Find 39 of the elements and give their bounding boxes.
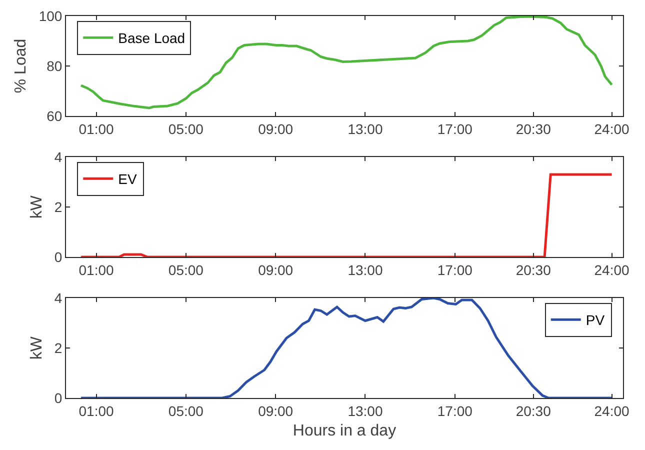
- x-tick-label: 05:00: [168, 402, 204, 419]
- y-tick-label: 60: [46, 108, 62, 124]
- x-tick-label: 13:00: [348, 402, 383, 419]
- x-tick-label: 17:00: [437, 402, 473, 419]
- y-axis-title: % Load: [12, 38, 30, 94]
- x-tick-label: 05:00: [168, 262, 204, 278]
- x-tick-label: 24:00: [594, 402, 630, 419]
- x-tick-label: 24:00: [594, 120, 630, 137]
- y-axis-title: kW: [28, 194, 46, 219]
- x-tick-label: 17:00: [437, 120, 473, 137]
- x-tick-label: 24:00: [594, 262, 630, 278]
- x-tick-label: 01:00: [78, 262, 114, 278]
- line-series: [80, 16, 614, 110]
- x-axis-title: Hours in a day: [292, 422, 396, 440]
- x-tick-label: 20:30: [516, 402, 552, 419]
- y-tick-label: 2: [54, 198, 62, 215]
- y-tick-label: 4: [54, 148, 62, 165]
- y-tick-label: 4: [54, 290, 62, 306]
- x-tick-label: 09:00: [258, 262, 294, 278]
- x-tick-label: 13:00: [348, 120, 383, 137]
- x-tick-label: 20:30: [516, 262, 552, 278]
- legend-label: Base Load: [118, 30, 186, 46]
- x-tick-label: 01:00: [78, 402, 114, 419]
- x-tick-label: 05:00: [168, 120, 204, 137]
- y-tick-label: 100: [38, 8, 62, 24]
- y-tick-label: 2: [54, 340, 62, 356]
- x-tick-label: 09:00: [258, 402, 294, 419]
- y-tick-label: 0: [54, 248, 62, 265]
- y-tick-label: 80: [46, 58, 62, 74]
- x-tick-label: 13:00: [348, 262, 383, 278]
- x-tick-label: 17:00: [437, 262, 473, 278]
- legend-label: PV: [586, 312, 606, 328]
- x-tick-label: 01:00: [78, 120, 114, 137]
- x-tick-label: 09:00: [258, 120, 294, 137]
- x-tick-label: 20:30: [516, 120, 552, 137]
- line-series: [80, 298, 614, 398]
- y-axis-title: kW: [28, 336, 46, 360]
- legend-label: EV: [118, 171, 138, 188]
- y-tick-label: 0: [54, 390, 62, 406]
